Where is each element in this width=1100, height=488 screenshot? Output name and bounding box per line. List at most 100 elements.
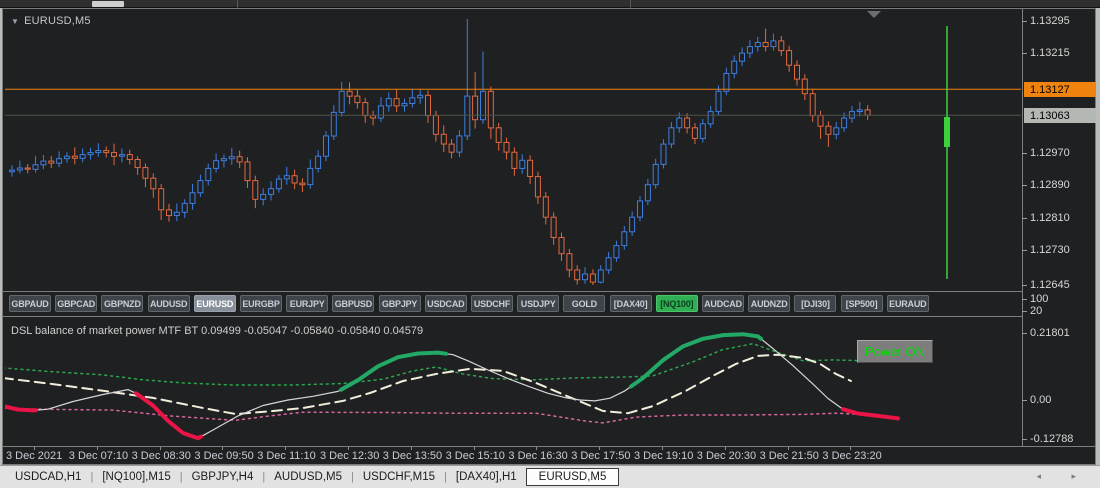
candle [158,183,165,220]
toolbar-separator [237,0,238,8]
price-tick-label: 1.13295 [1030,15,1070,27]
symbol-button-gbpnzd[interactable]: GBPNZD [101,295,144,312]
time-tick [787,447,789,450]
candle [220,154,227,168]
symbol-button-gbpaud[interactable]: GBPAUD [9,295,51,312]
power-on-button[interactable]: Power ON [857,340,933,363]
price-tick-label: 1.12645 [1030,279,1070,291]
time-tick-label: 3 Dec 11:10 [257,450,316,462]
symbol-button-usdcad[interactable]: USDCAD [424,295,467,312]
candle [205,163,212,186]
candle [691,122,698,145]
time-tick-label: 3 Dec 15:10 [445,450,505,462]
tab-separator: | [90,471,94,483]
time-tick-label: 3 Dec 20:30 [696,450,757,462]
time-axis[interactable]: 3 Dec 2021 3 Dec 07:10 3 Dec 08:30 3 Dec 09… [3,447,1095,464]
chart-canvas[interactable] [3,9,1095,464]
candle [448,139,455,159]
symbol-button-gbpcad[interactable]: GBPCAD [55,295,98,312]
candle [589,269,596,285]
symbol-button-gold[interactable]: GOLD [563,295,606,312]
time-tick [473,447,475,450]
axis-tick [1022,439,1027,440]
chart-tab--dax40--h1[interactable]: [DAX40],H1 [455,471,517,483]
candle [519,154,526,174]
candle [362,97,369,123]
time-tick [34,447,35,450]
symbol-button-eurgbp[interactable]: EURGBP [240,295,282,312]
indicator-bull-segment [629,332,763,389]
tab-scroll-arrows[interactable]: ◂ ▸ [1036,471,1090,481]
candle [660,139,667,169]
toolbar-separator [630,0,631,8]
symbol-button-euraud[interactable]: EURAUD [886,295,929,312]
symbol-button-gbpusd[interactable]: GBPUSD [332,295,375,312]
symbol-button-gbpjpy[interactable]: GBPJPY [378,295,421,312]
toolbar-strip [0,0,1100,8]
time-tick-label: 3 Dec 2021 [6,450,63,462]
symbol-button-usdjpy[interactable]: USDJPY [517,295,560,312]
chart-tab-audusd-m5[interactable]: AUDUSD,M5 [274,471,342,483]
candle [676,112,683,133]
subwindow-separator[interactable] [3,291,1022,292]
indicator-bear-segment [841,407,900,421]
candle [629,211,636,236]
candle [699,118,706,143]
candle [213,153,220,173]
toolbar-drag-handle[interactable] [92,1,124,7]
symbol-button-dax40[interactable]: [DAX40] [609,295,652,312]
candle [291,169,298,190]
tab-separator: | [179,471,183,483]
candle [440,125,447,153]
scale-tick-label: 100 [1030,293,1049,305]
candle [558,232,565,261]
chevron-down-icon: ▼ [11,16,20,26]
chart-tab-usdchf-m15[interactable]: USDCHF,M15 [362,471,436,483]
axis-tick [1022,153,1027,154]
symbol-button-eurjpy[interactable]: EURJPY [286,295,329,312]
symbol-button-audnzd[interactable]: AUDNZD [748,295,791,312]
candle [605,252,612,274]
time-tick-label: 3 Dec 09:50 [194,450,254,462]
chart-tab--nq100--m15[interactable]: [NQ100],M15 [102,471,171,483]
symbol-button-eurusd[interactable]: EURUSD [193,295,236,312]
chart-tab-eurusd-m5[interactable]: EURUSD,M5 [525,468,620,486]
candle [79,148,86,163]
indicator-tick-label: 0.21801 [1030,327,1070,339]
candle [401,98,408,112]
chart-window: ▼ EURUSD,M5 1.13295 1.13215 1.12970 1.12890… [2,8,1096,465]
symbol-button-audusd[interactable]: AUDUSD [147,295,190,312]
symbol-button-usdchf[interactable]: USDCHF [471,295,513,312]
symbol-button-dji30[interactable]: [DJI30] [794,295,837,312]
axis-tick [1022,21,1027,22]
candle [24,164,31,174]
axis-tick [1022,400,1027,401]
time-tick-label: 3 Dec 17:50 [571,450,631,462]
axis-tick [1022,250,1027,251]
candle [715,85,722,116]
candle [40,155,47,170]
chart-tab-usdcad-h1[interactable]: USDCAD,H1 [15,471,82,483]
candle [723,67,730,96]
candle [48,156,55,168]
chart-tab-gbpjpy-h4[interactable]: GBPJPY,H4 [191,471,254,483]
candle [825,121,832,147]
candle [236,150,243,168]
indicator-title: DSL balance of market power MTF BT 0.094… [11,325,424,337]
symbol-button-audcad[interactable]: AUDCAD [702,295,744,312]
price-tick-label: 1.12810 [1030,212,1070,224]
candle [621,226,628,250]
candle [417,89,424,104]
time-tick [348,447,349,450]
symbol-button-sp500[interactable]: [SP500] [840,295,883,312]
candle [550,212,557,245]
candle [778,36,785,56]
subwindow-separator[interactable] [3,316,1022,317]
candle [63,152,70,163]
candle [409,88,416,108]
candle [181,199,188,218]
symbol-button-nq100[interactable]: [NQ100] [655,295,698,312]
time-tick [536,447,538,450]
candle [856,101,863,117]
